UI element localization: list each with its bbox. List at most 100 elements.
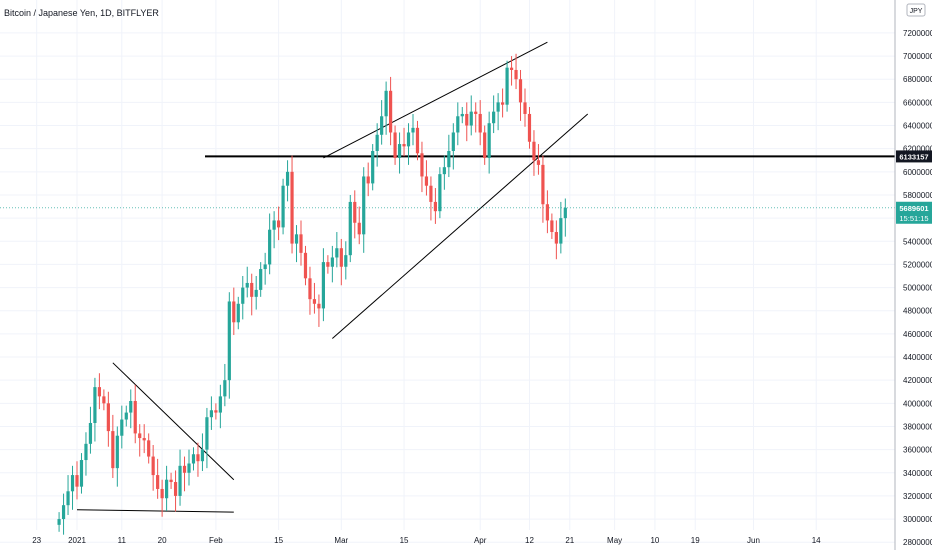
candle-down — [541, 164, 545, 205]
candle-down — [169, 479, 173, 483]
candle-down — [138, 433, 142, 439]
candle-up — [487, 123, 491, 158]
y-tick-label: 4800000 — [903, 307, 932, 316]
candle-down — [196, 454, 200, 462]
x-tick-label: Jun — [747, 536, 760, 545]
candle-up — [57, 519, 61, 525]
candle-up — [456, 116, 460, 133]
candle-down — [156, 475, 160, 489]
candle-down — [366, 176, 370, 184]
currency-badge[interactable]: JPY — [906, 3, 926, 17]
y-tick-label: 3000000 — [903, 515, 932, 524]
price-axis[interactable]: 2800000 3000000 3200000 3400000 3600000 38000… — [903, 29, 932, 547]
candle-up — [285, 171, 290, 186]
candle-up — [236, 303, 240, 323]
y-tick-label: 6400000 — [903, 122, 932, 131]
candle-down — [182, 465, 187, 473]
x-tick-label: 19 — [691, 536, 700, 545]
y-tick-label: 3400000 — [903, 469, 932, 478]
countdown-label: 15:51:15 — [899, 214, 928, 223]
y-tick-label: 4600000 — [903, 330, 932, 339]
candle-down — [317, 303, 321, 309]
x-tick-label: Apr — [474, 536, 487, 545]
last-price-tag-label: 5689601 — [899, 204, 928, 213]
candle-up — [492, 111, 496, 124]
candle-down — [106, 403, 110, 432]
candle-up — [88, 422, 93, 444]
candle-up — [61, 505, 66, 520]
candle-up — [245, 282, 249, 288]
candle-up — [272, 220, 276, 230]
candle-up — [218, 396, 222, 413]
candle-up — [200, 449, 205, 462]
x-tick-label: 23 — [32, 536, 41, 545]
candle-down — [160, 488, 164, 499]
y-tick-label: 2800000 — [903, 538, 932, 547]
candle-down — [102, 396, 106, 404]
y-tick-label: 4200000 — [903, 376, 932, 385]
candle-up — [384, 90, 388, 117]
x-tick-label: 21 — [565, 536, 574, 545]
candle-up — [254, 289, 258, 297]
candle-up — [321, 262, 325, 309]
candle-up — [241, 287, 245, 304]
y-tick-label: 4000000 — [903, 399, 932, 408]
candle-up — [335, 248, 339, 258]
candle-up — [406, 132, 411, 147]
candle-up — [371, 150, 375, 184]
y-tick-label: 3200000 — [903, 492, 932, 501]
y-tick-label: 6800000 — [903, 75, 932, 84]
candle-down — [501, 102, 505, 105]
candle-down — [554, 232, 558, 244]
candle-down — [290, 171, 294, 244]
candle-down — [299, 234, 303, 253]
chart-title: Bitcoin / Japanese Yen, 1D, BITFLYER — [4, 8, 159, 18]
candle-down — [545, 204, 549, 221]
candle-up — [129, 401, 133, 413]
candle-up — [447, 150, 451, 168]
candle-down — [465, 113, 469, 126]
resistance-tag — [896, 150, 932, 163]
candle-up — [223, 380, 227, 397]
candle-up — [205, 417, 209, 450]
candle-up — [70, 475, 75, 492]
candle-up — [79, 460, 84, 487]
trendline — [76, 509, 234, 513]
x-tick-label: 2021 — [68, 536, 86, 545]
candle-up — [165, 479, 169, 499]
candle-up — [66, 491, 70, 506]
x-tick-label: 15 — [400, 536, 409, 545]
candle-up — [344, 255, 348, 267]
candle-up — [411, 127, 415, 133]
time-axis[interactable]: 23 2021 11 20 Feb 15 Mar 15 Apr 12 21 May 10 19 Jun 14 — [32, 536, 821, 545]
candle-down — [474, 111, 478, 114]
candle-up — [209, 410, 213, 418]
candle-down — [147, 440, 151, 457]
candle-down — [420, 153, 424, 177]
candle-down — [402, 144, 406, 147]
candle-up — [178, 465, 182, 496]
trendline — [112, 362, 235, 481]
candle-down — [357, 222, 361, 235]
candle-down — [527, 113, 532, 142]
x-tick-label: 20 — [158, 536, 167, 545]
y-tick-label: 5800000 — [903, 191, 932, 200]
candle-up — [120, 419, 124, 436]
candle-down — [151, 456, 155, 476]
candle-down — [312, 299, 317, 304]
candle-up — [187, 463, 191, 473]
candle-down — [214, 410, 218, 413]
candle-down — [550, 220, 554, 233]
candle-down — [339, 248, 343, 267]
candle-up — [505, 67, 509, 105]
candle-up — [469, 111, 473, 126]
candle-up — [330, 257, 334, 267]
grid-layer — [0, 0, 895, 543]
candle-up — [294, 234, 299, 244]
candle-down — [393, 132, 397, 158]
x-tick-label: 11 — [118, 536, 127, 545]
candle-up — [563, 207, 567, 219]
